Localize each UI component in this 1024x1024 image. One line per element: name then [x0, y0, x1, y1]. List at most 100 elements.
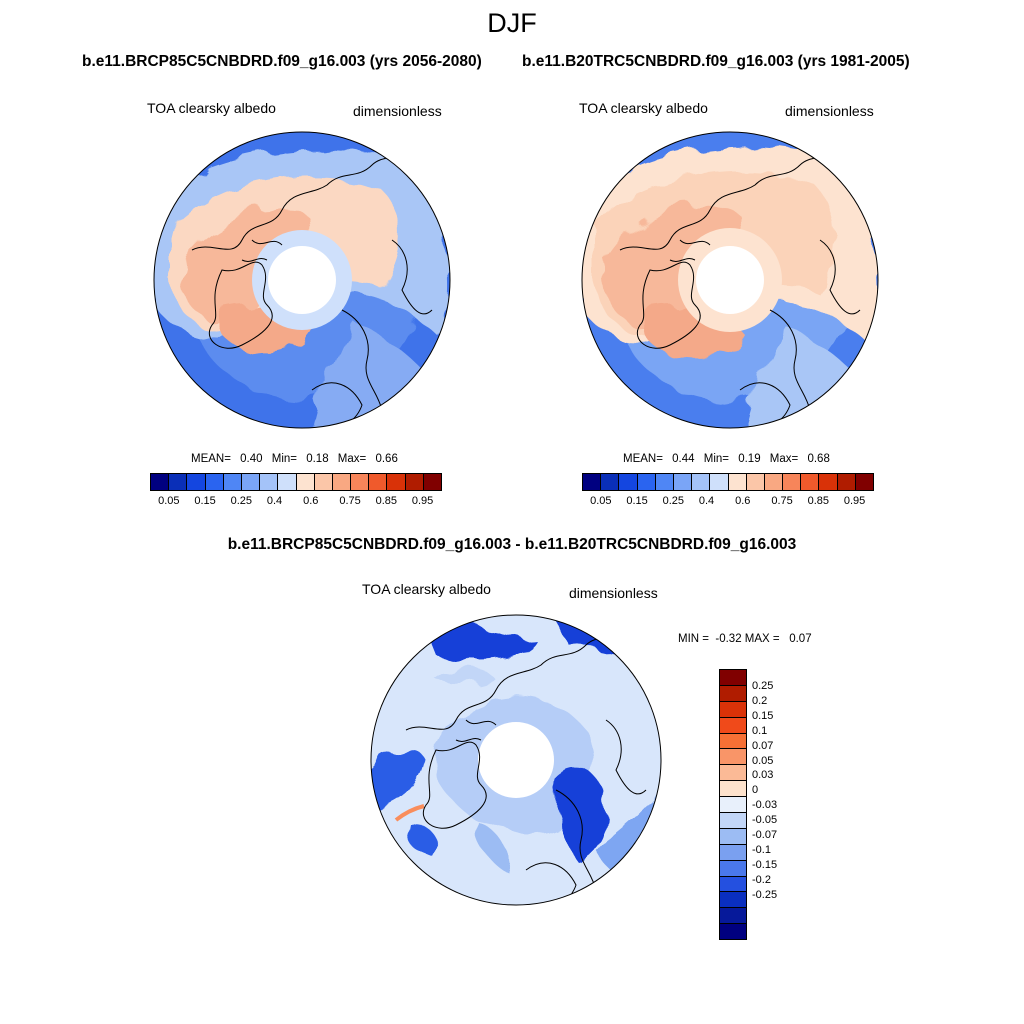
right-panel-variable: TOA clearsky albedo [579, 100, 708, 116]
left-min-value: 0.18 [306, 453, 329, 465]
left-mean-value: 0.40 [240, 453, 263, 465]
left-colorbar-swatch [405, 474, 424, 490]
difference-colorbar-label: -0.03 [752, 799, 778, 812]
difference-colorbar-swatch [720, 670, 746, 686]
left-colorbar-tick-label: 0.25 [230, 495, 253, 507]
left-panel-case-title: b.e11.BRCP85C5CNBDRD.f09_g16.003 (yrs 20… [82, 53, 482, 70]
right-panel-units: dimensionless [785, 103, 874, 119]
difference-colorbar-label: 0.25 [752, 680, 774, 692]
left-mean-label: MEAN= [191, 453, 231, 465]
difference-colorbar-swatch [720, 844, 746, 861]
right-colorbar-swatch [601, 474, 620, 490]
left-colorbar-swatch [223, 474, 242, 490]
difference-colorbar-label: -0.07 [752, 829, 778, 841]
left-colorbar-swatch [314, 474, 333, 490]
left-colorbar-swatch [169, 474, 188, 490]
right-colorbar-swatch [637, 474, 656, 490]
left-colorbar-tick-label: 0.6 [303, 495, 319, 507]
difference-colorbar-label: 0.07 [752, 739, 774, 752]
difference-polar-map [370, 614, 662, 906]
right-colorbar-swatch [710, 474, 729, 490]
right-colorbar [582, 473, 874, 491]
season-title: DJF [487, 8, 537, 38]
right-colorbar-swatch [619, 474, 638, 490]
difference-colorbar-label: 0 [752, 784, 759, 797]
difference-colorbar-swatch [720, 749, 746, 766]
right-colorbar-swatch [728, 474, 747, 490]
difference-colorbar-labels: 0.25 0.2 0.15 0.1 0.07 0.05 0.03 0 -0.03 -0.05 -0.… [752, 680, 812, 910]
left-max-value: 0.66 [375, 453, 398, 465]
right-colorbar-swatch [673, 474, 693, 490]
left-colorbar-swatch [278, 474, 297, 490]
difference-colorbar-label: 0.2 [752, 694, 768, 707]
left-colorbar-swatch [296, 474, 315, 490]
left-colorbar-tick-label: 0.4 [266, 495, 283, 507]
left-colorbar-swatch [332, 474, 352, 490]
difference-colorbar-swatch [720, 765, 746, 782]
right-colorbar-swatch [855, 474, 873, 490]
difference-colorbar-swatch [720, 828, 746, 845]
difference-colorbar-label: -0.05 [752, 814, 778, 827]
difference-units: dimensionless [569, 585, 658, 601]
right-colorbar-tick-label: 0.25 [662, 495, 685, 507]
left-colorbar-tick-label: 0.95 [411, 495, 434, 507]
difference-colorbar-label: -0.25 [752, 888, 778, 901]
left-min-label: Min= [271, 453, 297, 465]
left-panel-stats: MEAN= 0.40 Min= 0.18 Max= 0.66 [191, 453, 398, 465]
left-panel-variable: TOA clearsky albedo [147, 100, 276, 116]
right-colorbar-swatch [819, 474, 838, 490]
right-colorbar-tick-label: 0.05 [590, 495, 612, 507]
right-colorbar-tick-label: 0.6 [735, 495, 751, 507]
difference-colorbar-swatch [720, 876, 746, 893]
difference-minmax: MIN = -0.32 MAX = 0.07 [678, 633, 812, 645]
right-min-value: 0.19 [738, 453, 761, 465]
left-colorbar-swatch [369, 474, 388, 490]
difference-colorbar-label: 0.03 [752, 769, 774, 782]
difference-title: b.e11.BRCP85C5CNBDRD.f09_g16.003 - b.e11… [227, 536, 797, 553]
left-colorbar-swatch [260, 474, 279, 490]
right-colorbar-tick-label: 0.4 [698, 495, 715, 507]
difference-colorbar-swatch [720, 813, 746, 829]
left-colorbar-tick-label: 0.05 [158, 495, 180, 507]
difference-colorbar-label: -0.2 [752, 873, 771, 886]
right-colorbar-swatch [764, 474, 784, 490]
left-panel-units: dimensionless [353, 103, 442, 119]
left-colorbar-swatch [151, 474, 170, 490]
left-colorbar-swatch [205, 474, 224, 490]
right-panel-case-title: b.e11.B20TRC5CNBDRD.f09_g16.003 (yrs 198… [522, 53, 910, 70]
right-colorbar-swatch [783, 474, 802, 490]
right-mean-value: 0.44 [672, 453, 695, 465]
left-colorbar-swatch [423, 474, 441, 490]
difference-colorbar-swatch [720, 733, 746, 750]
difference-variable: TOA clearsky albedo [362, 581, 491, 597]
right-colorbar-swatch [746, 474, 765, 490]
right-colorbar-tick-label: 0.95 [843, 495, 866, 507]
right-panel-stats: MEAN= 0.44 Min= 0.19 Max= 0.68 [623, 453, 830, 465]
difference-colorbar [719, 669, 747, 941]
left-colorbar-swatch [387, 474, 406, 490]
difference-colorbar-label: -0.15 [752, 858, 778, 871]
right-colorbar-tick-label: 0.15 [626, 495, 648, 507]
difference-colorbar-swatch [720, 781, 746, 798]
left-max-label: Max= [337, 453, 367, 465]
difference-colorbar-swatch [720, 908, 746, 925]
right-colorbar-swatch [583, 474, 602, 490]
left-colorbar-swatch [241, 474, 261, 490]
left-colorbar-tick-label: 0.85 [375, 495, 398, 507]
right-min-label: Min= [703, 453, 729, 465]
right-max-label: Max= [769, 453, 799, 465]
left-colorbar-tick-label: 0.75 [339, 495, 361, 507]
right-colorbar-swatch [655, 474, 674, 490]
difference-colorbar-swatch [720, 797, 746, 814]
right-mean-label: MEAN= [623, 453, 663, 465]
difference-colorbar-swatch [720, 860, 746, 877]
left-polar-map [153, 131, 451, 429]
right-colorbar-swatch [692, 474, 711, 490]
right-colorbar-swatch [801, 474, 820, 490]
right-polar-map [581, 131, 879, 429]
left-colorbar-swatch [187, 474, 206, 490]
right-max-value: 0.68 [807, 453, 830, 465]
left-colorbar [150, 473, 442, 491]
right-colorbar-tick-label: 0.85 [807, 495, 830, 507]
difference-colorbar-label: -0.1 [752, 843, 771, 856]
